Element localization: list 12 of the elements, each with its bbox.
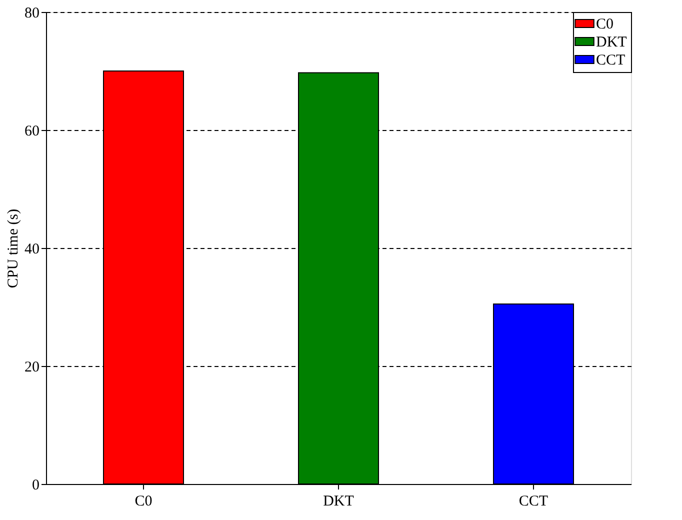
x-tick-label: CCT [518,494,548,510]
y-tick-label: 0 [32,478,40,494]
y-tick-label: 20 [24,360,40,376]
legend-label: C0 [596,16,614,32]
legend-label: DKT [596,34,627,50]
x-tick-label: C0 [134,494,152,510]
y-axis-title: CPU time (s) [6,208,22,288]
y-tick-label: 40 [24,242,40,258]
y-tick-label: 60 [24,124,40,140]
y-tick-label: 80 [24,6,40,22]
x-tick-label: DKT [323,494,354,510]
legend-label: CCT [596,52,626,68]
